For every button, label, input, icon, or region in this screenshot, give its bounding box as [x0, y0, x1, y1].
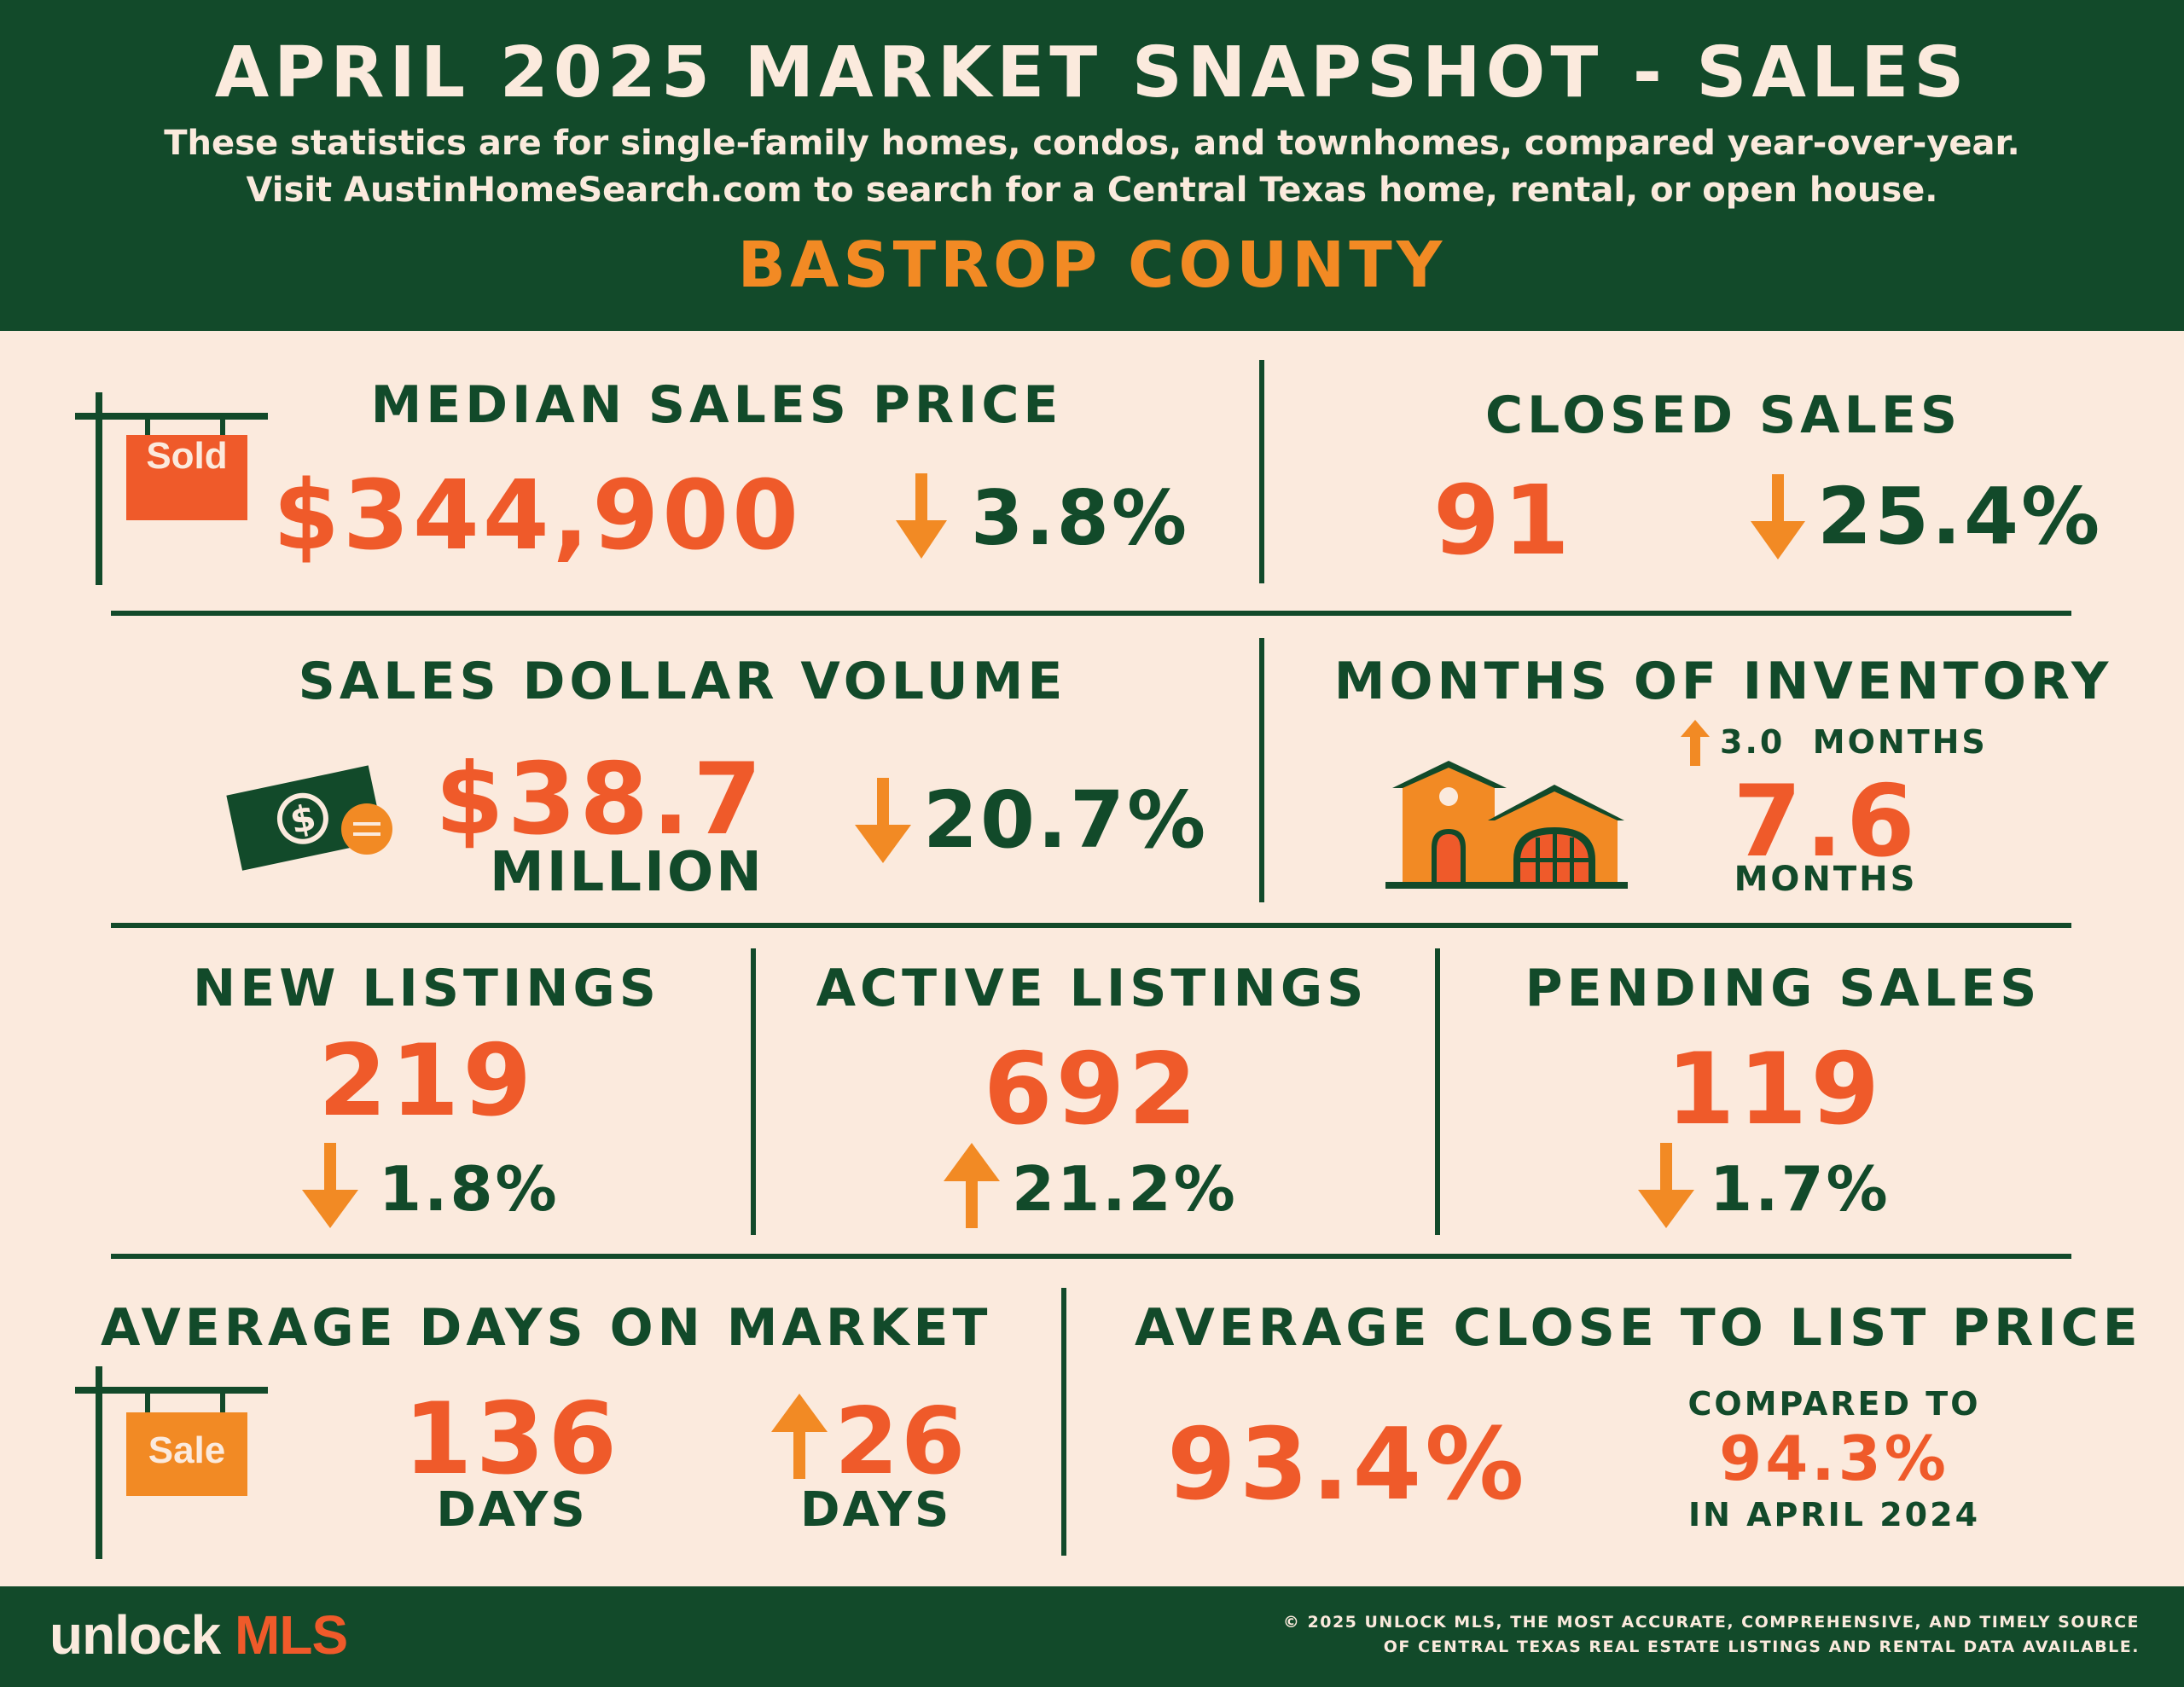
arrow-down-icon [896, 473, 947, 559]
median-sales-price-change: 3.8% [971, 474, 1190, 562]
pending-sales-value: 119 [1665, 1032, 1884, 1147]
avg-close-to-list-value: 93.4% [1167, 1407, 1528, 1522]
arrow-down-icon [1751, 474, 1805, 559]
divider-v5 [1061, 1288, 1066, 1556]
divider-v4 [1435, 948, 1440, 1235]
page-title: APRIL 2025 MARKET SNAPSHOT - SALES [214, 32, 1970, 113]
divider-v3 [751, 948, 756, 1235]
sales-dollar-volume-label: SALES DOLLAR VOLUME [298, 652, 1067, 711]
closed-sales-label: CLOSED SALES [1484, 386, 1962, 445]
compared-value: 94.3% [1719, 1423, 1949, 1494]
compared-period: IN APRIL 2024 [1687, 1496, 1981, 1533]
sales-dollar-volume-unit: MILLION [490, 841, 764, 904]
divider-h1 [111, 611, 2071, 616]
median-sales-price-value: $344,900 [273, 461, 803, 571]
months-of-inventory-change: 3.0 MONTHS [1720, 723, 1988, 761]
closed-sales-value: 91 [1433, 466, 1573, 577]
avg-close-to-list-label: AVERAGE CLOSE TO LIST PRICE [1135, 1298, 2142, 1358]
avg-days-on-market-change: 26 [834, 1388, 968, 1495]
divider-h2 [111, 923, 2071, 928]
new-listings-value: 219 [317, 1023, 536, 1139]
sale-sign-icon [75, 1366, 268, 1559]
months-of-inventory-label: MONTHS OF INVENTORY [1333, 652, 2113, 711]
avg-days-on-market-change-unit: DAYS [800, 1482, 952, 1538]
arrow-up-icon [1681, 720, 1710, 766]
copyright-line1: © 2025 UNLOCK MLS, THE MOST ACCURATE, CO… [1282, 1613, 2140, 1632]
logo-unlock-text: unlock [49, 1604, 221, 1666]
sold-sign-icon [75, 392, 268, 585]
money-bill-icon: $ [226, 765, 392, 871]
copyright-notice: © 2025 UNLOCK MLS, THE MOST ACCURATE, CO… [1283, 1610, 2140, 1660]
months-of-inventory-value: 7.6 [1733, 764, 1919, 879]
avg-days-on-market-value: 136 [403, 1382, 621, 1497]
copyright-line2: OF CENTRAL TEXAS REAL ESTATE LISTINGS AN… [1383, 1638, 2140, 1656]
arrow-up-icon [771, 1394, 828, 1479]
active-listings-change: 21.2% [1012, 1153, 1238, 1225]
new-listings-label: NEW LISTINGS [193, 959, 660, 1018]
active-listings-value: 692 [983, 1032, 1201, 1147]
divider-v2 [1259, 638, 1264, 902]
arrow-down-icon [302, 1143, 358, 1228]
active-listings-label: ACTIVE LISTINGS [816, 959, 1368, 1018]
arrow-up-icon [944, 1143, 1000, 1228]
header-banner: APRIL 2025 MARKET SNAPSHOT - SALES These… [0, 0, 2184, 331]
arrow-down-icon [855, 778, 911, 863]
avg-days-on-market-label: AVERAGE DAYS ON MARKET [101, 1298, 992, 1358]
county-name: BASTROP COUNTY [737, 229, 1447, 302]
logo-mls-text: MLS [235, 1604, 348, 1666]
sales-dollar-volume-change: 20.7% [923, 774, 1209, 866]
divider-h3 [111, 1254, 2071, 1259]
arrow-down-icon [1638, 1143, 1694, 1228]
median-sales-price-label: MEDIAN SALES PRICE [370, 375, 1063, 435]
sale-sign-text: Sale [148, 1429, 226, 1471]
closed-sales-change: 25.4% [1817, 471, 2103, 562]
sales-dollar-volume-value: $38.7 [435, 742, 765, 857]
footer-bar: unlock MLS © 2025 UNLOCK MLS, THE MOST A… [0, 1586, 2184, 1687]
subtitle-line1: These statistics are for single-family h… [164, 124, 2020, 163]
avg-days-on-market-value-unit: DAYS [436, 1482, 588, 1538]
house-icon [1385, 761, 1628, 889]
months-of-inventory-unit: MONTHS [1734, 860, 1918, 899]
compared-to-label: COMPARED TO [1687, 1385, 1981, 1423]
pending-sales-change: 1.7% [1710, 1153, 1891, 1225]
new-listings-change: 1.8% [379, 1153, 560, 1225]
pending-sales-label: PENDING SALES [1525, 959, 2042, 1018]
divider-v1 [1259, 360, 1264, 583]
unlock-mls-logo: unlock MLS [49, 1603, 348, 1667]
sold-sign-text: Sold [146, 435, 228, 477]
subtitle-line2: Visit AustinHomeSearch.com to search for… [246, 171, 1938, 210]
